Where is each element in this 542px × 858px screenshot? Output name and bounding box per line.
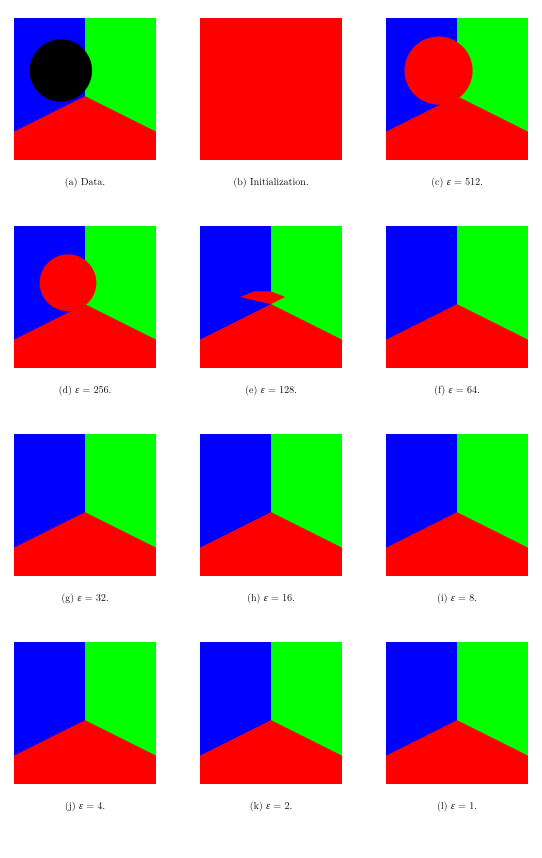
figure-panel-j: (j) ε = 4. bbox=[10, 642, 160, 840]
panel-image-d bbox=[14, 226, 156, 368]
figure-panel-c: (c) ε = 512. bbox=[382, 18, 532, 216]
caption-a: (a) Data. bbox=[65, 174, 105, 188]
panel-image-h bbox=[200, 434, 342, 576]
caption-f: (f) ε = 64. bbox=[434, 382, 480, 396]
figure-panel-g: (g) ε = 32. bbox=[10, 434, 160, 632]
caption-i: (i) ε = 8. bbox=[437, 590, 477, 604]
panel-image-a bbox=[14, 18, 156, 160]
figure-panel-b: (b) Initialization. bbox=[196, 18, 346, 216]
figure-grid: (a) Data. (b) Initialization. (c) ε = 512.… bbox=[10, 18, 532, 840]
caption-d: (d) ε = 256. bbox=[59, 382, 112, 396]
caption-b: (b) Initialization. bbox=[233, 174, 308, 188]
caption-e: (e) ε = 128. bbox=[245, 382, 297, 396]
panel-image-j bbox=[14, 642, 156, 784]
figure-panel-f: (f) ε = 64. bbox=[382, 226, 532, 424]
caption-l: (l) ε = 1. bbox=[437, 798, 477, 812]
caption-j: (j) ε = 4. bbox=[65, 798, 105, 812]
figure-panel-h: (h) ε = 16. bbox=[196, 434, 346, 632]
panel-image-l bbox=[386, 642, 528, 784]
figure-panel-i: (i) ε = 8. bbox=[382, 434, 532, 632]
panel-image-k bbox=[200, 642, 342, 784]
figure-panel-a: (a) Data. bbox=[10, 18, 160, 216]
figure-panel-d: (d) ε = 256. bbox=[10, 226, 160, 424]
panel-image-b bbox=[200, 18, 342, 160]
panel-image-g bbox=[14, 434, 156, 576]
figure-panel-e: (e) ε = 128. bbox=[196, 226, 346, 424]
panel-image-c bbox=[386, 18, 528, 160]
caption-k: (k) ε = 2. bbox=[250, 798, 293, 812]
caption-h: (h) ε = 16. bbox=[247, 590, 295, 604]
panel-image-i bbox=[386, 434, 528, 576]
figure-panel-l: (l) ε = 1. bbox=[382, 642, 532, 840]
caption-g: (g) ε = 32. bbox=[61, 590, 108, 604]
panel-image-e bbox=[200, 226, 342, 368]
caption-c: (c) ε = 512. bbox=[431, 174, 483, 188]
figure-panel-k: (k) ε = 2. bbox=[196, 642, 346, 840]
panel-image-f bbox=[386, 226, 528, 368]
